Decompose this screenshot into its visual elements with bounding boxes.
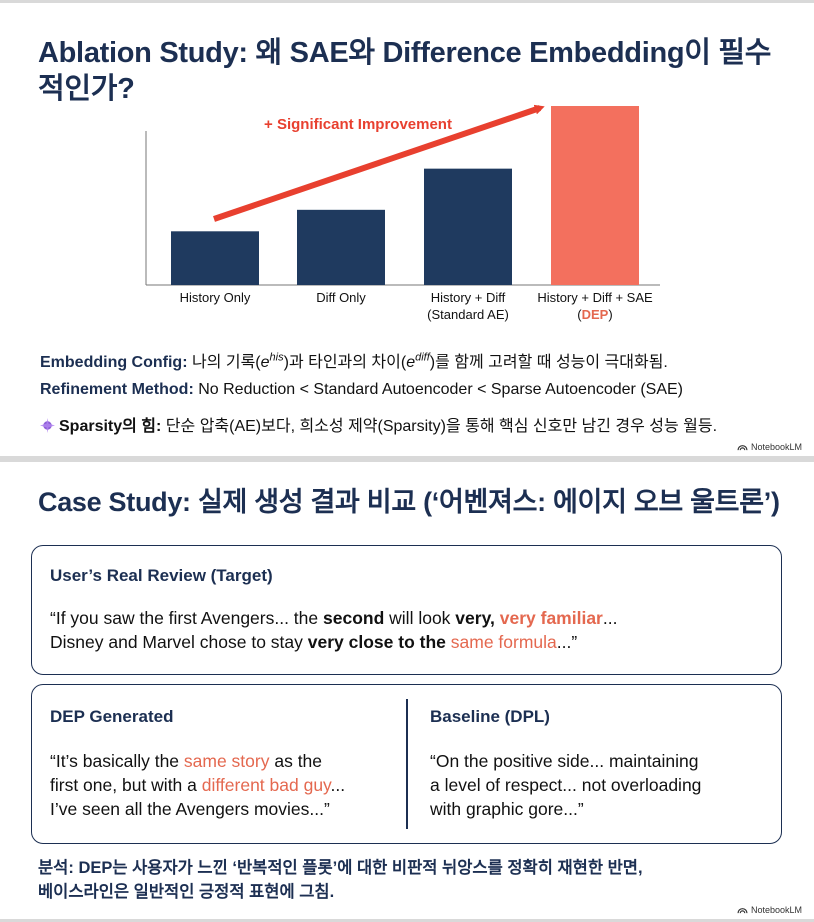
ablation-bar-chart: History Only Diff Only History + Diff (Stan…	[145, 104, 660, 322]
dq-2a: first one, but with a	[50, 775, 202, 795]
tq-2d: same formula	[450, 632, 557, 652]
tq-1d: very,	[455, 608, 495, 628]
dq-1c: as the	[269, 751, 323, 771]
bar-4	[551, 106, 639, 285]
dq-3: I’ve seen all the Avengers movies...”	[50, 799, 330, 819]
x-tick-sublabel-4: (DEP)	[577, 307, 612, 322]
baseline-quote: “On the positive side... maintaining a l…	[430, 749, 701, 821]
bar-3	[424, 168, 512, 285]
x-tick-label-3: History + Diff	[431, 290, 506, 305]
tq-2b: very close to the	[307, 632, 446, 652]
his-symbol: e	[260, 354, 270, 371]
refinement-method-text: No Reduction < Standard Autoencoder < Sp…	[193, 381, 683, 398]
tq-1f: very familiar	[499, 608, 603, 628]
x-tick-label-4: History + Diff + SAE	[537, 290, 653, 305]
improvement-arrow	[213, 104, 545, 222]
baseline-heading: Baseline (DPL)	[430, 707, 550, 726]
brand-name: NotebookLM	[750, 905, 802, 915]
brand-name: NotebookLM	[750, 442, 802, 452]
embedding-config-label: Embedding Config:	[40, 354, 188, 371]
tq-1g: ...	[602, 608, 618, 628]
bq-1: “On the positive side... maintaining	[430, 751, 699, 771]
target-review-card: User’s Real Review (Target) “If you saw …	[31, 545, 782, 675]
analysis-line-2: 베이스라인은 일반적인 긍정적 표현에 그침.	[38, 883, 335, 901]
slide-title: Case Study: 실제 생성 결과 비교 (‘어벤져스: 에이지 오브 울…	[38, 487, 780, 517]
column-divider	[406, 699, 408, 829]
case-study-slide: Case Study: 실제 생성 결과 비교 (‘어벤져스: 에이지 오브 울…	[0, 462, 814, 919]
dq-2b: different bad guy	[201, 775, 331, 795]
notebooklm-brand: NotebookLM	[737, 905, 802, 915]
refinement-method-label: Refinement Method:	[40, 381, 194, 398]
diff-symbol: e	[406, 354, 416, 371]
refinement-method-line: Refinement Method: No Reduction < Standa…	[40, 381, 683, 399]
dep-quote: “It’s basically the same story as the fi…	[50, 749, 345, 821]
notebooklm-logo-icon	[737, 445, 748, 451]
notebooklm-logo-icon	[737, 908, 748, 914]
sparkle-icon	[40, 418, 55, 433]
config-text-2: )과 타인과의 차이(	[283, 354, 407, 371]
bar-1	[171, 231, 259, 285]
sparsity-label: Sparsity의 힘:	[59, 418, 162, 435]
his-superscript: his	[269, 351, 284, 364]
target-heading: User’s Real Review (Target)	[50, 566, 273, 585]
tq-2e: ...”	[556, 632, 578, 652]
notebooklm-brand: NotebookLM	[737, 442, 802, 452]
diff-superscript: diff	[415, 351, 430, 364]
bar-2	[297, 209, 385, 285]
dq-1b: same story	[183, 751, 270, 771]
target-quote: “If you saw the first Avengers... the se…	[50, 606, 617, 654]
x-tick-label-1: History Only	[180, 290, 251, 305]
tq-1a: “If you saw the first Avengers... the	[50, 608, 324, 628]
config-text-1: 나의 기록(	[187, 354, 261, 371]
analysis-line-1: 분석: DEP는 사용자가 느낀 ‘반복적인 플롯’에 대한 비판적 뉘앙스를 …	[38, 859, 643, 877]
dq-2c: ...	[330, 775, 346, 795]
x-tick-label-2: Diff Only	[316, 290, 366, 305]
analysis-text: 분석: DEP는 사용자가 느낀 ‘반복적인 플롯’에 대한 비판적 뉘앙스를 …	[38, 856, 778, 904]
bq-2: a level of respect... not overloading	[430, 775, 702, 795]
slide-title: Ablation Study: 왜 SAE와 Difference Embedd…	[38, 37, 772, 105]
bq-3: with graphic gore...”	[430, 799, 584, 819]
embedding-config-line: Embedding Config: 나의 기록(ehis)과 타인과의 차이(e…	[40, 348, 668, 372]
tq-1b: second	[323, 608, 385, 628]
tq-2a: Disney and Marvel chose to stay	[50, 632, 308, 652]
ablation-slide: Ablation Study: 왜 SAE와 Difference Embedd…	[0, 3, 814, 456]
improvement-annotation: + Significant Improvement	[264, 116, 452, 133]
sparsity-line: Sparsity의 힘: 단순 압축(AE)보다, 희소성 제약(Sparsit…	[40, 412, 717, 436]
x-tick-sublabel-3: (Standard AE)	[427, 307, 509, 322]
dep-heading: DEP Generated	[50, 707, 174, 726]
comparison-card: DEP Generated “It’s basically the same s…	[31, 684, 782, 844]
dq-1a: “It’s basically the	[50, 751, 184, 771]
config-text-3: )를 함께 고려할 때 성능이 극대화됨.	[429, 354, 668, 371]
sparsity-text: 단순 압축(AE)보다, 희소성 제약(Sparsity)을 통해 핵심 신호만…	[161, 418, 718, 435]
tq-1c: will look	[384, 608, 456, 628]
